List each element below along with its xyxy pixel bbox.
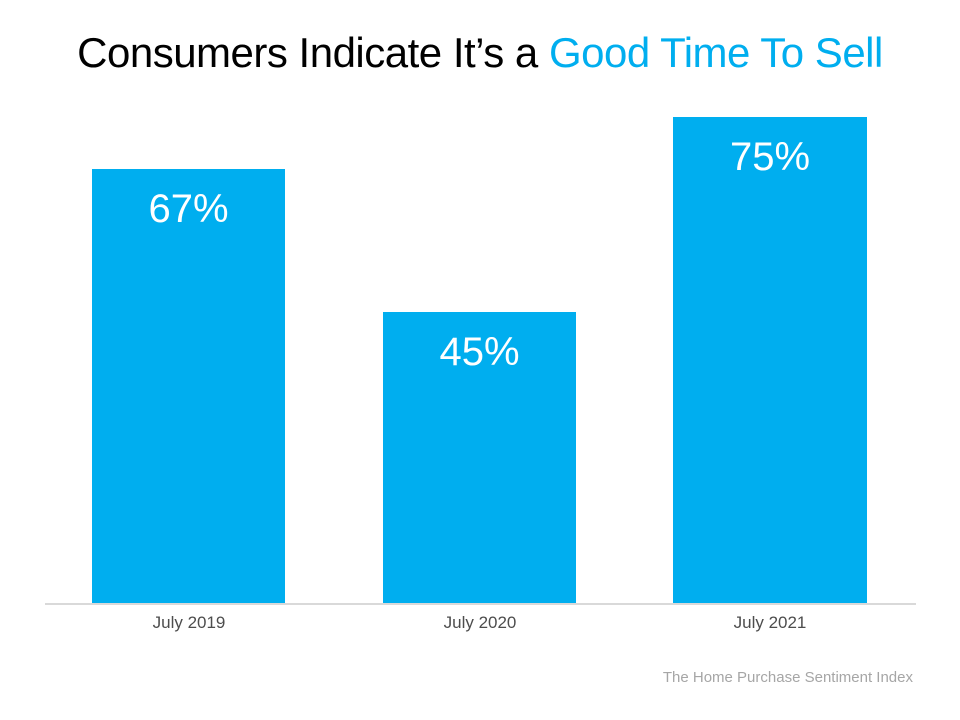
source-caption: The Home Purchase Sentiment Index [662,669,913,686]
bar: 75% [673,117,867,604]
bar: 45% [383,312,576,604]
x-axis-label: July 2020 [443,613,517,632]
bar-value-label: 45% [439,330,520,374]
chart-title-text: Consumers Indicate It’s a [77,29,549,76]
bar-value-label: 67% [148,187,229,231]
x-axis-label: July 2019 [152,613,226,632]
x-axis-label: July 2021 [733,613,807,632]
chart-title-highlight: Good Time To Sell [548,29,883,76]
bar-value-label: 75% [729,135,811,179]
chart-title: Consumers Indicate It’s a Good Time To S… [0,29,960,76]
x-axis-line [45,603,916,605]
bar: 67% [92,169,285,604]
